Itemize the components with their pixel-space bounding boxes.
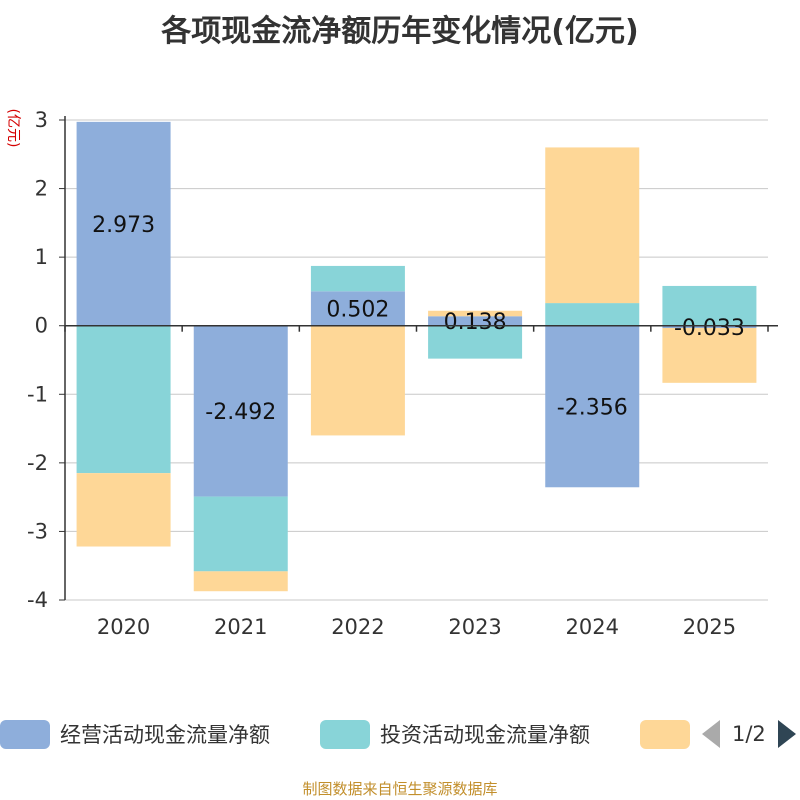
bar-financing-2023 — [428, 310, 523, 317]
x-tick-label: 2020 — [97, 615, 150, 639]
y-tick-label: 0 — [35, 314, 48, 338]
legend-pager: 1/2 — [702, 716, 796, 752]
y-tick-label: -2 — [27, 451, 48, 475]
bar-financing-2025 — [662, 327, 757, 383]
y-tick-label: 2 — [35, 177, 48, 201]
bar-financing-2020 — [76, 473, 171, 547]
bar-financing-2024 — [545, 147, 640, 304]
chart-title: 各项现金流净额历年变化情况(亿元) — [161, 14, 639, 49]
bar-operating-2022 — [310, 291, 405, 326]
data-label-operating-2022: 0.502 — [326, 298, 389, 323]
bar-investing-2025 — [662, 285, 757, 326]
bar-operating-2024 — [545, 325, 640, 488]
bar-investing-2021 — [193, 496, 288, 572]
chart-canvas: 3 2 1 0 -1 -2 -3 -4 2.973 -2.492 0.502 0.138 -2.356 -… — [27, 108, 778, 639]
data-label-operating-2025: -0.033 — [674, 316, 745, 341]
legend-next-page-icon[interactable] — [777, 720, 796, 748]
x-tick-label: 2021 — [214, 615, 267, 639]
legend-swatch-financing — [640, 719, 690, 749]
data-source-footer: 制图数据来自恒生聚源数据库 — [302, 780, 498, 798]
bar-investing-2022 — [310, 265, 405, 292]
legend-prev-page-icon[interactable] — [702, 720, 720, 748]
bar-financing-2022 — [310, 325, 405, 436]
bar-investing-2020 — [76, 325, 171, 474]
y-tick-label: -1 — [27, 382, 48, 406]
legend-label-investing: 投资活动现金流量净额 — [380, 723, 590, 747]
legend-item-investing[interactable]: 投资活动现金流量净额 — [320, 716, 590, 752]
bar-operating-2020 — [76, 121, 171, 326]
legend-swatch-operating — [0, 719, 50, 749]
legend-page-indicator: 1/2 — [732, 722, 766, 746]
bar-financing-2021 — [193, 571, 288, 592]
x-tick-label: 2024 — [566, 615, 619, 639]
data-label-operating-2024: -2.356 — [557, 395, 628, 420]
bar-investing-2024 — [545, 303, 640, 326]
legend-item-financing[interactable] — [640, 716, 700, 752]
x-tick-label: 2025 — [683, 615, 736, 639]
y-tick-label: -3 — [27, 519, 48, 543]
x-tick-label: 2022 — [331, 615, 384, 639]
data-label-operating-2023: 0.138 — [444, 310, 507, 335]
legend-label-operating: 经营活动现金流量净额 — [60, 723, 270, 747]
data-label-operating-2020: 2.973 — [92, 213, 155, 238]
legend: 经营活动现金流量净额 投资活动现金流量净额 1/2 — [0, 716, 800, 752]
x-tick-label: 2023 — [448, 615, 501, 639]
bar-investing-2023 — [428, 325, 523, 359]
y-tick-label: 3 — [35, 108, 48, 132]
y-tick-label: -4 — [27, 588, 48, 612]
y-tick-label: 1 — [35, 245, 48, 269]
data-label-operating-2021: -2.492 — [205, 400, 276, 425]
bar-operating-2021 — [193, 325, 288, 497]
legend-item-operating[interactable]: 经营活动现金流量净额 — [0, 716, 270, 752]
bar-operating-2023 — [428, 316, 523, 326]
legend-swatch-investing — [320, 719, 370, 749]
bar-operating-2025 — [662, 325, 757, 328]
